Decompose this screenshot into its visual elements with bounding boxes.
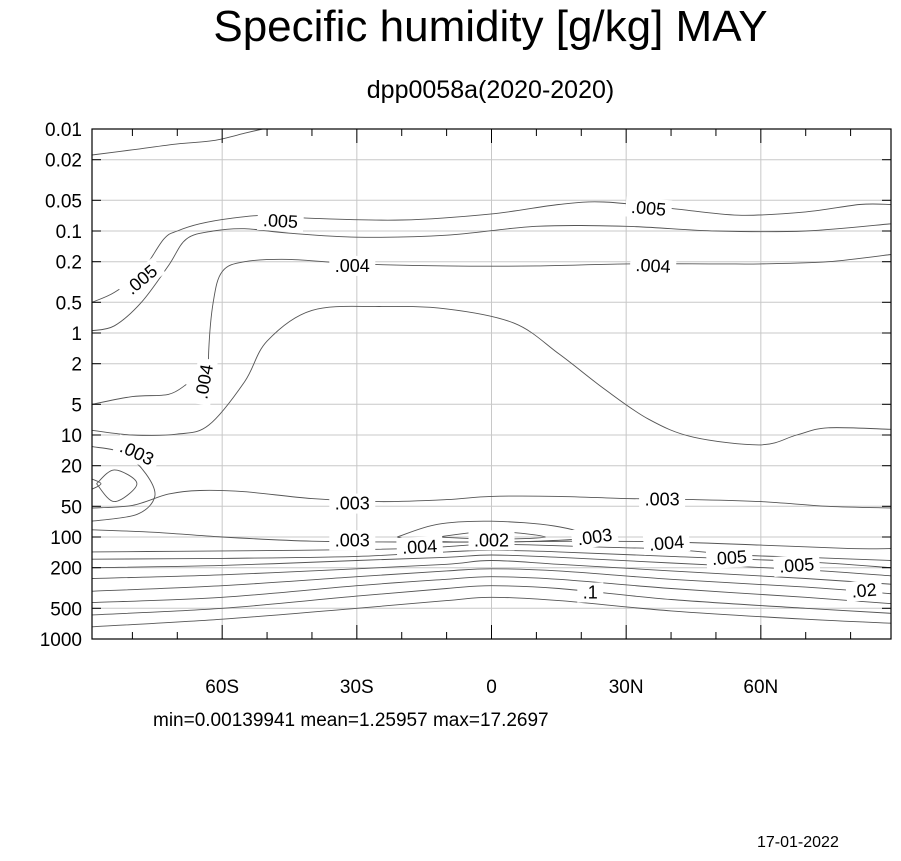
chart-title: Specific humidity [g/kg] MAY — [213, 2, 768, 51]
x-tick-label: 30S — [340, 677, 374, 698]
y-tick-label: 10 — [61, 426, 82, 447]
contour-label-text: .02 — [851, 580, 878, 602]
contour-label: .003 — [329, 493, 376, 514]
contour-label-bg — [629, 254, 677, 278]
contour-label: .004 — [329, 255, 376, 276]
contour-label-bg — [329, 255, 376, 276]
contour-label-bg — [570, 523, 619, 551]
contour-line — [91, 585, 892, 616]
x-tick-labels: 60S 30S 0 30N 60N — [205, 677, 778, 698]
y-tick-label: 1 — [71, 324, 82, 345]
contour-label-bg — [624, 196, 673, 221]
x-tick-label: 30N — [609, 677, 644, 698]
contour-label: .005 — [705, 546, 754, 570]
contour-label: .02 — [845, 579, 883, 603]
contour-label-text: .005 — [630, 197, 667, 220]
contour-label-bg — [396, 535, 444, 559]
contour-labels: .005 .005 .005 .004 .004 .004 .003 .003 .003 .003… — [111, 196, 883, 603]
y-tick-label: 0.2 — [56, 253, 82, 274]
chart-subtitle: dpp0058a(2020-2020) — [366, 76, 615, 104]
contour-label-text: .004 — [402, 536, 438, 558]
contour-line — [91, 223, 892, 332]
contour-label-text: .004 — [335, 256, 370, 276]
y-tick-label: 2 — [71, 355, 82, 376]
contour-label-bg — [190, 357, 219, 407]
plot-date: 17-01-2022 — [757, 834, 839, 851]
x-tick-label: 0 — [486, 677, 497, 698]
contour-line — [91, 478, 102, 490]
y-tick-label: 0.1 — [56, 222, 82, 243]
contour-line — [91, 305, 892, 446]
contour-label-bg — [257, 209, 304, 233]
y-tick-label: 1000 — [40, 630, 82, 651]
contour-label-text: .005 — [262, 210, 298, 232]
contour-label-text: .003 — [576, 525, 613, 550]
contour-label: .002 — [468, 530, 515, 551]
contour-label-bg — [111, 434, 162, 472]
contour-label-bg — [642, 531, 691, 556]
stats-text: min=0.00139941 mean=1.25957 max=17.2697 — [153, 710, 549, 731]
y-tick-label: 0.5 — [56, 293, 82, 314]
y-tick-labels: 0.01 0.02 0.05 0.1 0.2 0.5 1 2 5 10 20 50 100 200 500 1… — [40, 120, 82, 651]
y-tick-label: 0.02 — [45, 151, 82, 172]
contour-line — [91, 384, 187, 405]
contour-line — [91, 489, 892, 509]
y-tick-label: 50 — [61, 497, 82, 518]
contour-label-bg — [117, 257, 166, 303]
y-tick-label: 5 — [71, 395, 82, 416]
contour-label: .003 — [639, 489, 686, 510]
plot-frame — [91, 128, 892, 640]
y-tick-label: 200 — [50, 559, 82, 580]
y-tick-label: 20 — [61, 457, 82, 478]
contour-line — [91, 596, 892, 628]
x-tick-label: 60S — [205, 677, 239, 698]
contour-label-text: .005 — [711, 547, 747, 569]
y-tick-label: 500 — [50, 599, 82, 620]
contour-label: .003 — [570, 523, 619, 551]
contour-line — [91, 568, 892, 595]
contour-label-text: .003 — [335, 530, 370, 550]
contour-label-text: .005 — [779, 554, 815, 576]
x-tick-label: 60N — [743, 677, 778, 698]
contour-label-text: .004 — [648, 532, 685, 555]
contour-line — [91, 554, 892, 577]
contour-label-text: .003 — [335, 494, 370, 514]
contour-label: .003 — [329, 530, 376, 551]
contour-label-text: .004 — [635, 255, 671, 277]
contour-label-text: .003 — [645, 490, 680, 510]
contour-label: .004 — [642, 531, 691, 556]
contour-label: .005 — [624, 196, 673, 221]
contour-label-bg — [705, 546, 754, 570]
contour-line — [91, 201, 892, 303]
contour-label: .004 — [629, 254, 677, 278]
contour-label-text: .002 — [474, 530, 509, 550]
contour-line — [91, 560, 892, 585]
y-tick-label: 0.05 — [45, 191, 82, 212]
contour-label: .1 — [577, 582, 604, 603]
contour-line — [91, 576, 892, 605]
contour-label-text: .004 — [191, 363, 217, 401]
y-tick-label: 0.01 — [45, 120, 82, 141]
contour-label-bg — [329, 530, 376, 551]
contour-line — [91, 128, 263, 156]
contour-label-bg — [577, 582, 604, 603]
contour-label-bg — [329, 493, 376, 514]
contour-label: .005 — [257, 209, 304, 233]
contour-label-bg — [773, 553, 821, 577]
contour-label: .005 — [773, 553, 821, 577]
contour-label-text: .1 — [583, 583, 598, 603]
contour-line — [96, 469, 138, 503]
contour-label: .004 — [190, 357, 219, 407]
contour-line — [207, 254, 892, 405]
contour-label-bg — [845, 579, 883, 603]
y-tick-label: 100 — [50, 528, 82, 549]
contour-lines — [91, 128, 892, 628]
contour-label-bg — [639, 489, 686, 510]
contour-label-bg — [468, 530, 515, 551]
contour-label: .004 — [396, 535, 444, 559]
